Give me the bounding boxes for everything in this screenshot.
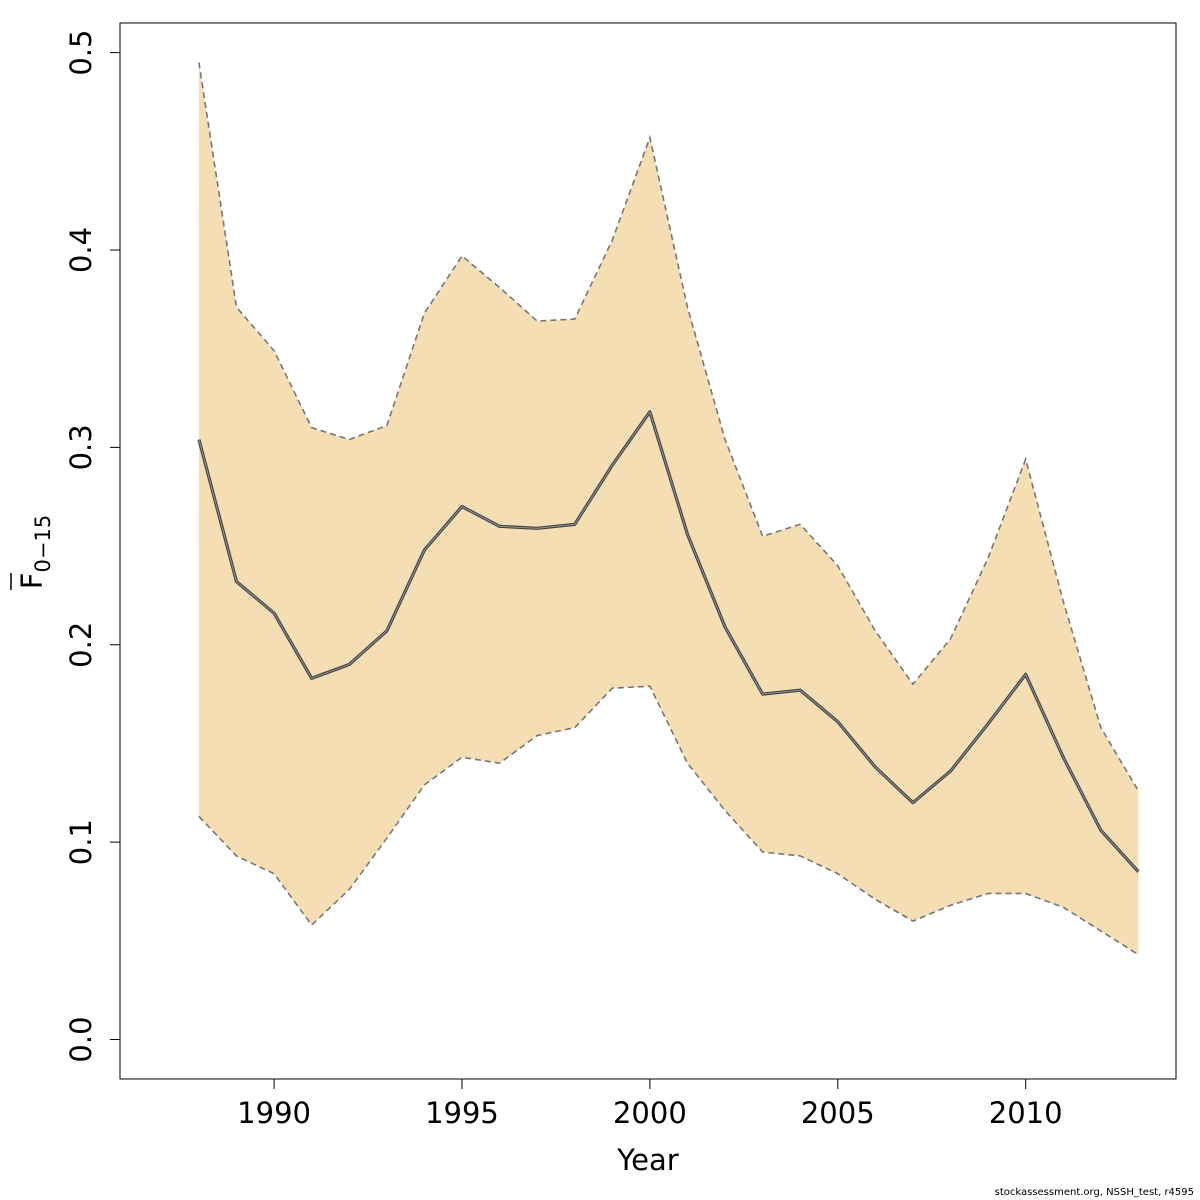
y-axis: 0.0 0.1 0.2 0.3 0.4 0.5: [64, 30, 120, 1063]
x-tick-label: 2010: [989, 1096, 1063, 1130]
confidence-band-layer: [198, 62, 1139, 955]
y-tick-label: 0.5: [64, 30, 98, 76]
x-tick-label: 1995: [425, 1096, 499, 1130]
x-tick-label: 2005: [801, 1096, 875, 1130]
y-tick-label: 0.1: [64, 819, 98, 865]
series-line-layer: [197, 62, 1140, 956]
y-axis-title-subscript: 0−15: [31, 515, 55, 573]
y-tick-label: 0.4: [64, 227, 98, 273]
y-tick-label: 0.0: [64, 1016, 98, 1062]
lower-bound-line: [198, 685, 1139, 956]
y-tick-label: 0.3: [64, 424, 98, 470]
plot-frame: [119, 22, 1177, 1080]
y-axis-title: F0−15: [10, 515, 55, 590]
confidence-band: [198, 62, 1139, 955]
x-tick-label: 1990: [237, 1096, 311, 1130]
y-tick-label: 0.2: [64, 622, 98, 668]
x-axis: 1990 1995 2000 2005 2010: [237, 1079, 1063, 1130]
y-axis-title-base: F: [15, 573, 49, 590]
svg-text:F0−15: F0−15: [15, 515, 55, 589]
footer-note: stockassessment.org, NSSH_test, r4595: [994, 1187, 1194, 1198]
x-tick-label: 2000: [613, 1096, 687, 1130]
upper-bound-line: [198, 62, 1140, 792]
estimate-line-highlight: [198, 411, 1139, 873]
x-axis-title: Year: [616, 1143, 678, 1177]
